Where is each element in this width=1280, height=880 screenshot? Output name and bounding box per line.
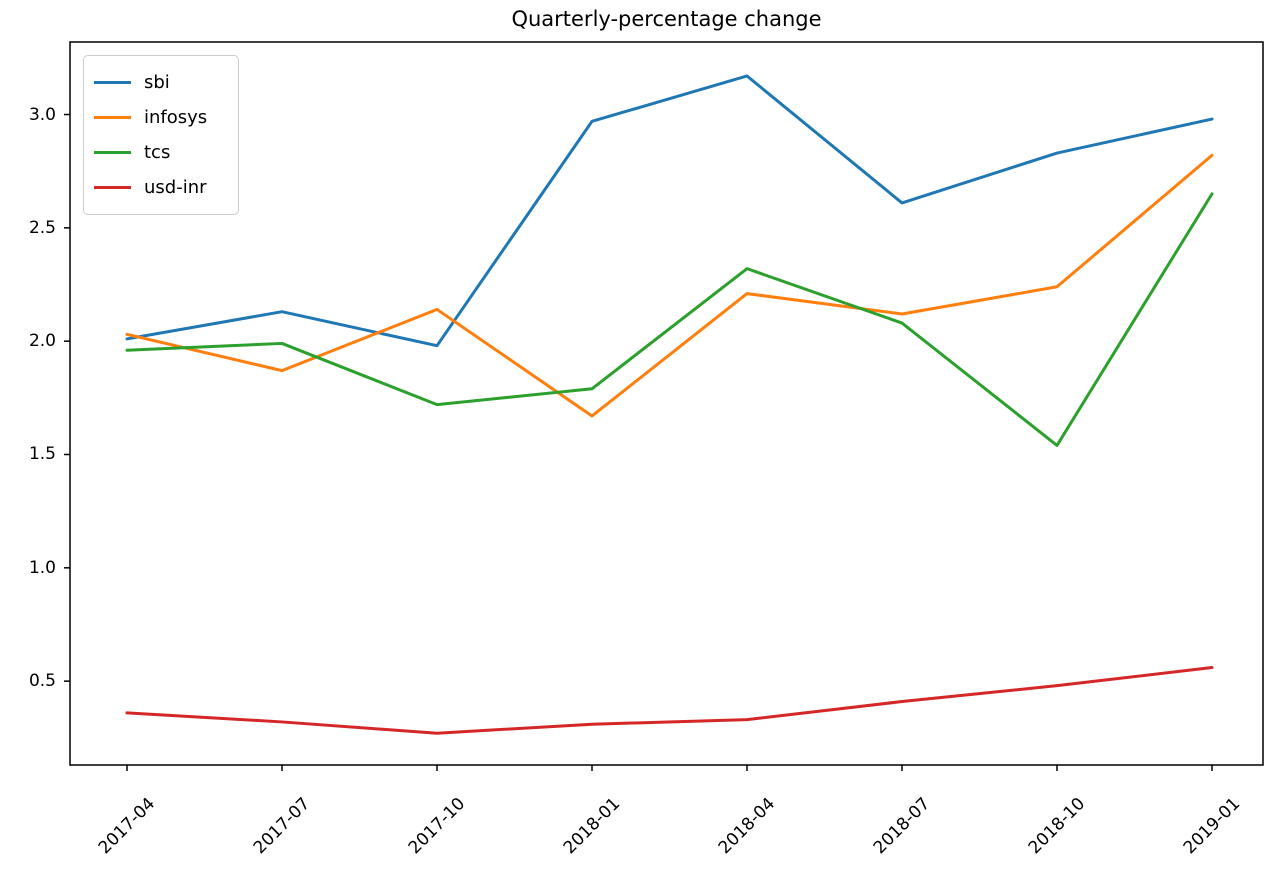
legend-swatch-infosys <box>94 115 131 120</box>
legend-label: infosys <box>144 106 208 128</box>
series-line-infosys <box>125 153 1214 418</box>
legend-swatch-usd-inr <box>94 185 131 190</box>
y-tick-label: 2.5 <box>28 217 56 238</box>
legend-item-tcs: tcs <box>94 135 226 170</box>
y-tick-label: 1.5 <box>28 444 56 465</box>
y-tick-label: 0.5 <box>28 671 56 692</box>
series-line-tcs <box>125 192 1214 447</box>
legend: sbi infosys tcs usd-inr <box>83 55 239 215</box>
axes-spines <box>69 41 1264 766</box>
legend-label: usd-inr <box>144 176 207 198</box>
legend-item-sbi: sbi <box>94 65 226 100</box>
series-line-usd-inr <box>125 666 1214 735</box>
legend-item-infosys: infosys <box>94 100 226 135</box>
legend-swatch-tcs <box>94 150 131 155</box>
y-tick-label: 3.0 <box>28 104 56 125</box>
y-tick-label: 2.0 <box>28 331 56 352</box>
legend-item-usd-inr: usd-inr <box>94 170 226 205</box>
chart-title: Quarterly-percentage change <box>511 7 822 31</box>
legend-label: sbi <box>144 71 170 93</box>
legend-swatch-sbi <box>94 80 131 85</box>
series-line-sbi <box>125 74 1214 348</box>
y-tick-label: 1.0 <box>28 557 56 578</box>
legend-label: tcs <box>144 141 171 163</box>
